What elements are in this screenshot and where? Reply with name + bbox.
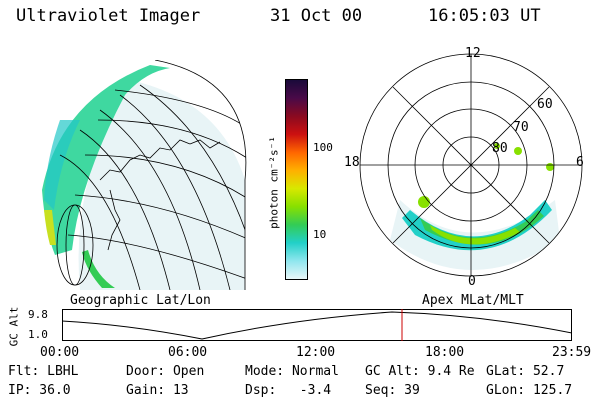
colorbar-tick-100: 100: [313, 141, 333, 154]
info-mode: Mode: Normal: [245, 364, 339, 379]
y-tick-high: 9.8: [28, 308, 48, 321]
instrument-title: Ultraviolet Imager: [16, 6, 201, 26]
polar-ring-80: 80: [492, 141, 508, 156]
polar-ring-60: 60: [537, 97, 553, 112]
info-gc-alt: GC Alt: 9.4 Re: [365, 364, 475, 379]
polar-plot: [359, 53, 583, 277]
x-tick-2359: 23:59: [552, 345, 592, 360]
x-tick-0600: 06:00: [168, 345, 208, 360]
polar-ring-70: 70: [513, 120, 529, 135]
polar-label-top: 12: [465, 46, 481, 61]
info-ip: IP: 36.0: [8, 383, 71, 398]
info-seq: Seq: 39: [365, 383, 420, 398]
gc-alt-axis-label: GC Alt: [7, 306, 21, 347]
polar-label-left: 18: [344, 155, 360, 170]
info-flt: Flt: LBHL: [8, 364, 79, 379]
polar-label-bottom: 0: [468, 274, 476, 289]
info-glat: GLat: 52.7: [486, 364, 565, 379]
x-tick-1200: 12:00: [296, 345, 336, 360]
polar-label-right: 6: [576, 155, 584, 170]
observation-time: 16:05:03 UT: [428, 6, 541, 26]
x-tick-0000: 00:00: [40, 345, 80, 360]
info-dsp: Dsp: -3.4: [245, 383, 332, 398]
info-gain: Gain: 13: [126, 383, 189, 398]
observation-date: 31 Oct 00: [270, 6, 363, 26]
geographic-label: Geographic Lat/Lon: [70, 293, 211, 308]
geographic-image: [42, 60, 247, 290]
colorbar: [285, 79, 308, 280]
info-door: Door: Open: [126, 364, 205, 379]
info-glon: GLon: 125.7: [486, 383, 573, 398]
altitude-timeline: [62, 309, 572, 341]
apex-label: Apex MLat/MLT: [422, 293, 524, 308]
x-tick-1800: 18:00: [425, 345, 465, 360]
colorbar-tick-10: 10: [313, 228, 327, 241]
colorbar-label: photon cm⁻²s⁻¹: [267, 136, 281, 229]
y-tick-low: 1.0: [28, 328, 48, 341]
